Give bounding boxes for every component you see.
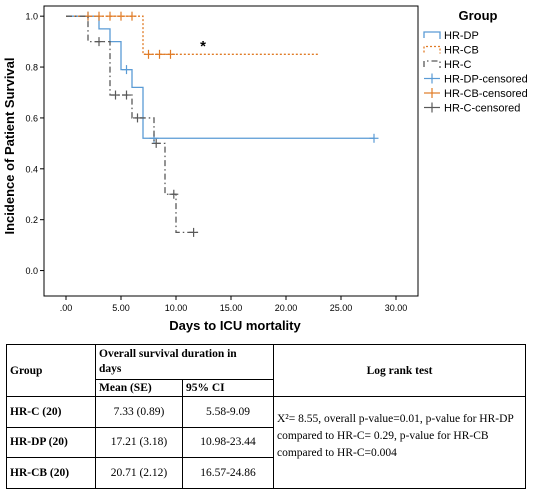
legend-line-swatch bbox=[423, 60, 441, 68]
legend-entry: HR-DP bbox=[423, 30, 479, 42]
y-axis-label: Incidence of Patient Survival bbox=[2, 58, 17, 235]
header-ci: 95% CI bbox=[182, 379, 274, 397]
legend-label: HR-DP-censored bbox=[444, 74, 528, 86]
y-tick-label: 0.0 bbox=[25, 266, 38, 276]
hr-c-censor-mark bbox=[169, 189, 179, 199]
table-subheader-row: Mean (SE) 95% CI bbox=[7, 379, 526, 397]
hr-cb-censor-mark bbox=[144, 49, 153, 59]
hr-cb-censor-mark bbox=[94, 11, 104, 21]
hr-dp-censor-mark bbox=[369, 133, 379, 143]
legend-entry: HR-C-censored bbox=[424, 102, 520, 115]
row-ci: 16.57-24.86 bbox=[182, 457, 274, 489]
hr-dp-censor-mark bbox=[122, 65, 131, 75]
legend-label: HR-C-censored bbox=[444, 103, 520, 115]
header-overall-line2: days bbox=[99, 363, 122, 375]
legend-entry: HR-CB bbox=[423, 45, 479, 57]
y-tick-label: 0.6 bbox=[25, 113, 38, 123]
table-row: HR-C (20) 7.33 (0.89) 5.58-9.09 X²= 8.55… bbox=[6, 396, 526, 489]
y-tick-label: 0.8 bbox=[25, 63, 38, 73]
row-ci: 5.58-9.09 bbox=[182, 396, 274, 428]
logrank-result: X²= 8.55, overall p-value=0.01, p-value … bbox=[273, 396, 526, 489]
legend-line-swatch bbox=[423, 31, 441, 39]
table-row: HR-DP (20) 17.21 (3.18) 10.98-23.44 bbox=[6, 426, 526, 459]
survival-curves bbox=[66, 11, 379, 237]
y-tick-label: 0.2 bbox=[25, 215, 38, 225]
hr-cb-censor-mark bbox=[105, 11, 115, 21]
row-group: HR-C (20) bbox=[6, 396, 96, 428]
header-overall-line1: Overall survival duration in bbox=[99, 348, 237, 360]
x-tick-label: 10.00 bbox=[165, 303, 188, 313]
header-group: Group bbox=[6, 344, 96, 397]
survival-chart: .00 5.00 10.00 15.00 20.00 25.00 30.00 0.0 0.2 0.… bbox=[2, 5, 528, 333]
row-mean: 20.71 (2.12) bbox=[95, 457, 183, 489]
x-tick-label: 5.00 bbox=[112, 303, 130, 313]
x-axis-label: Days to ICU mortality bbox=[169, 318, 301, 333]
legend: Group HR-DP HR-CB HR-C HR-DP-censored HR-CB-… bbox=[423, 8, 528, 115]
hr-dp-curve bbox=[66, 15, 374, 139]
y-tick-label: 1.0 bbox=[25, 12, 38, 22]
x-tick-label: 15.00 bbox=[220, 303, 243, 313]
legend-items: HR-DP HR-CB HR-C HR-DP-censored HR-CB-censor… bbox=[423, 30, 528, 115]
hr-cb-censor-mark bbox=[127, 11, 137, 21]
table-row: HR-CB (20) 20.71 (2.12) 16.57-24.86 bbox=[6, 457, 526, 489]
legend-label: HR-CB bbox=[444, 45, 479, 57]
x-tick-label: 20.00 bbox=[275, 303, 298, 313]
survival-summary-table: Group Overall survival duration in days … bbox=[6, 344, 526, 489]
hr-cb-censor-mark bbox=[155, 49, 164, 59]
row-ci: 10.98-23.44 bbox=[182, 426, 274, 459]
x-tick-label: .00 bbox=[60, 303, 73, 313]
row-group: HR-DP (20) bbox=[6, 426, 96, 459]
hr-cb-censor-mark bbox=[166, 49, 175, 59]
hr-c-censor-mark bbox=[122, 90, 131, 100]
legend-entry: HR-C bbox=[423, 59, 472, 71]
x-tick-label: 25.00 bbox=[330, 303, 353, 313]
header-overall-survival: Overall survival duration in days bbox=[95, 344, 274, 380]
hr-c-censor-mark bbox=[111, 90, 120, 100]
hr-cb-censor-mark bbox=[116, 11, 126, 21]
header-logrank: Log rank test bbox=[273, 344, 526, 397]
y-tick-label: 0.4 bbox=[25, 164, 38, 174]
hr-cb-curve bbox=[66, 15, 319, 55]
legend-label: HR-CB-censored bbox=[444, 88, 528, 100]
hr-c-censor-mark bbox=[94, 37, 104, 47]
header-mean: Mean (SE) bbox=[95, 379, 183, 397]
row-group: HR-CB (20) bbox=[6, 457, 96, 489]
annotation-star: * bbox=[200, 38, 206, 55]
hr-c-censor-mark bbox=[133, 113, 142, 123]
legend-line-swatch bbox=[423, 45, 441, 54]
plot-area bbox=[43, 5, 419, 297]
row-mean: 7.33 (0.89) bbox=[95, 396, 183, 428]
legend-label: HR-C bbox=[444, 59, 472, 71]
table-header-row: Group Overall survival duration in days … bbox=[6, 344, 526, 397]
hr-c-censor-mark bbox=[151, 138, 161, 148]
hr-c-censor-mark bbox=[189, 227, 199, 237]
legend-entry: HR-DP-censored bbox=[424, 73, 528, 86]
row-mean: 17.21 (3.18) bbox=[95, 426, 183, 459]
axis-ticks: .00 5.00 10.00 15.00 20.00 25.00 30.00 0.0 0.2 0.… bbox=[25, 12, 407, 313]
legend-entry: HR-CB-censored bbox=[424, 88, 528, 100]
legend-title: Group bbox=[459, 8, 498, 23]
x-tick-label: 30.00 bbox=[385, 303, 408, 313]
legend-label: HR-DP bbox=[444, 30, 479, 42]
